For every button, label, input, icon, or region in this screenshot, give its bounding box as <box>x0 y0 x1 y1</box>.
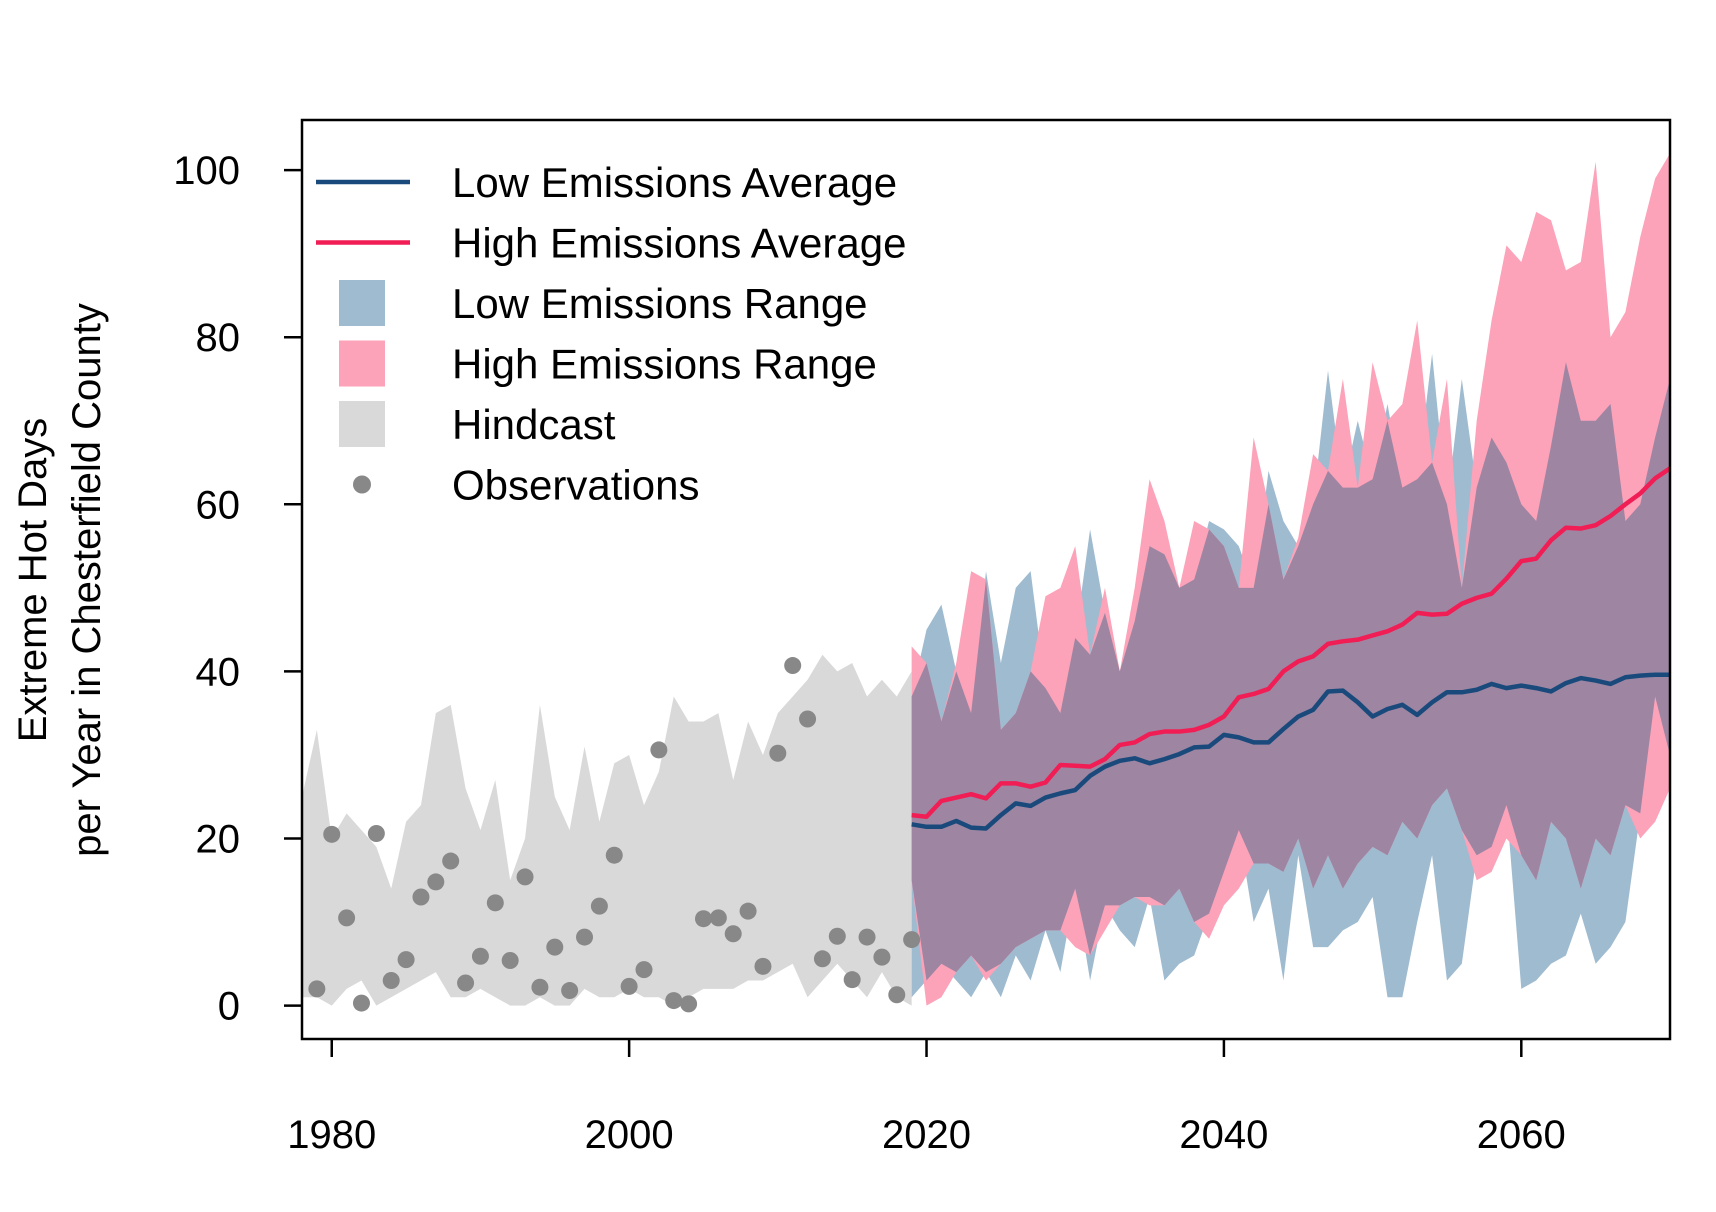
observation-point <box>427 873 445 891</box>
observation-point <box>769 744 787 762</box>
observation-point <box>382 972 400 990</box>
observation-point <box>694 910 712 928</box>
observation-point <box>546 938 564 956</box>
observation-point <box>724 925 742 943</box>
observation-point <box>799 710 817 728</box>
observation-point <box>501 951 519 969</box>
y-axis-title-line-2: per Year in Chesterfield County <box>65 303 109 857</box>
x-tick-label: 2000 <box>585 1113 674 1157</box>
observation-point <box>397 951 415 969</box>
observation-point <box>531 978 549 996</box>
y-axis-title-line-1: Extreme Hot Days <box>11 418 55 743</box>
observation-point <box>680 995 698 1013</box>
observation-point <box>352 994 370 1012</box>
observation-point <box>471 947 489 965</box>
y-tick-label: 20 <box>196 817 241 861</box>
legend: Low Emissions Average High Emissions Aver… <box>316 159 906 509</box>
low-emissions-average-line <box>911 672 1670 831</box>
observation-point <box>709 909 727 927</box>
x-tick-label: 2060 <box>1477 1113 1566 1157</box>
legend-box-swatch <box>339 280 385 326</box>
observation-point <box>442 852 460 870</box>
observation-point <box>338 909 356 927</box>
observation-point <box>650 741 668 759</box>
legend-box-swatch <box>339 401 385 447</box>
observation-point <box>754 957 772 975</box>
observation-point <box>813 950 831 968</box>
plot-frame <box>300 118 1672 1041</box>
hindcast-band <box>302 654 912 1006</box>
plot-area <box>302 153 1670 1013</box>
observation-point <box>888 986 906 1004</box>
observation-point <box>739 902 757 920</box>
observation-point <box>828 927 846 945</box>
y-tick-label: 40 <box>196 650 241 694</box>
x-tick-label: 1980 <box>287 1113 376 1157</box>
x-tick-label: 2020 <box>882 1113 971 1157</box>
y-tick-label: 80 <box>196 316 241 360</box>
observation-point <box>873 948 891 966</box>
observation-point <box>605 846 623 864</box>
legend-label: Low Emissions Average <box>452 159 897 206</box>
observation-point <box>843 971 861 989</box>
legend-label: Hindcast <box>452 401 616 448</box>
observation-point <box>590 897 608 915</box>
legend-label: High Emissions Average <box>452 220 906 267</box>
y-tick-label: 60 <box>196 483 241 527</box>
observation-point <box>412 888 430 906</box>
x-tick-label: 2040 <box>1179 1113 1268 1157</box>
y-tick-label: 0 <box>218 985 240 1029</box>
legend-dot-swatch <box>353 475 371 494</box>
observation-point <box>903 931 921 949</box>
observation-point <box>457 974 475 992</box>
observation-point <box>561 982 579 1000</box>
observation-point <box>367 824 385 842</box>
legend-label: Low Emissions Range <box>452 280 868 327</box>
observation-point <box>635 961 653 979</box>
observation-point <box>516 868 534 886</box>
observation-point <box>576 928 594 946</box>
observation-point <box>620 977 638 995</box>
range-overlap-band <box>911 362 1670 981</box>
y-tick-label: 100 <box>173 149 240 193</box>
legend-box-swatch <box>339 340 385 387</box>
observation-point <box>665 992 683 1010</box>
observation-point <box>323 825 341 843</box>
high-emissions-average-line <box>911 466 1670 820</box>
observation-point <box>784 657 802 675</box>
legend-label: High Emissions Range <box>452 341 877 388</box>
observation-point <box>308 980 326 998</box>
legend-label: Observations <box>452 462 699 509</box>
observation-point <box>486 894 504 912</box>
plot-content <box>302 153 1670 1013</box>
observation-point <box>858 928 876 946</box>
